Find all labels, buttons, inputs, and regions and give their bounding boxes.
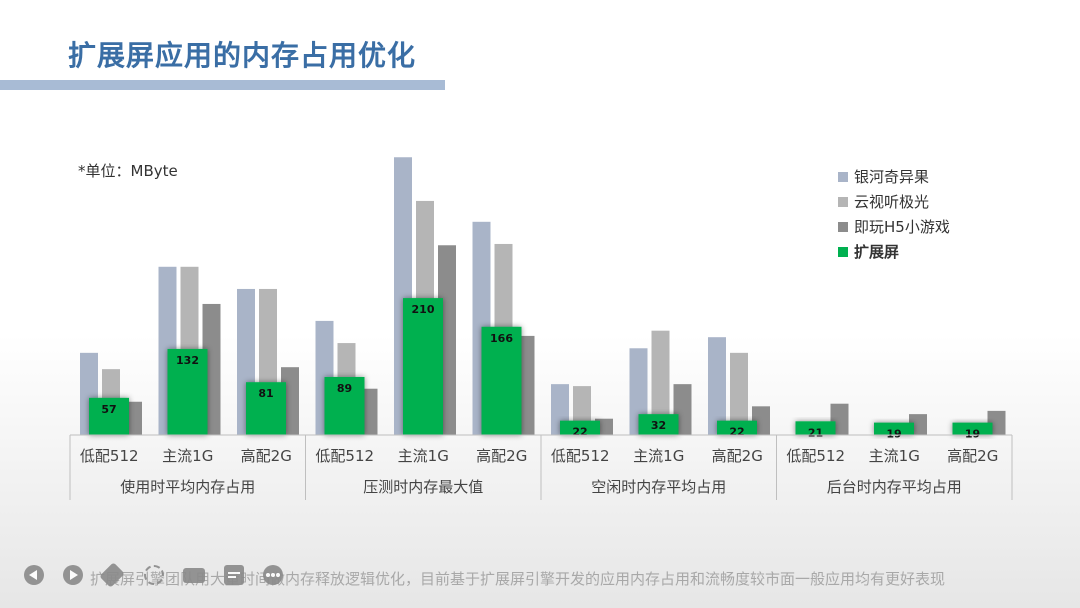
category-label: 低配512 [80,447,139,465]
bar-扩展屏 [324,376,365,435]
prev-icon[interactable] [24,565,44,585]
subtitle-icon[interactable] [224,565,244,585]
category-label: 主流1G [633,447,684,465]
category-label: 低配512 [786,447,845,465]
category-label: 低配512 [315,447,374,465]
category-label: 高配2G [241,447,292,465]
bar-扩展屏 [717,420,757,435]
legend-swatch [838,196,848,207]
legend-swatch [838,246,848,257]
bar-云视听极光 [651,330,670,435]
data-label: 19 [965,428,980,441]
bar-扩展屏 [246,382,286,435]
data-label: 57 [101,403,116,416]
group-label: 使用时平均内存占用 [120,478,255,496]
bar-云视听极光 [730,352,748,435]
data-label: 89 [337,382,352,395]
focus-icon[interactable] [144,565,164,585]
unit-label: *单位：MByte [78,162,178,180]
bar-扩展屏 [481,326,522,435]
data-label: 19 [886,428,901,441]
legend-swatch [838,221,848,232]
data-label: 32 [651,419,666,432]
category-label: 高配2G [712,447,763,465]
legend-item: 即玩H5小游戏 [838,214,950,239]
data-label: 21 [808,426,823,439]
category-label: 主流1G [398,447,449,465]
legend-label: 即玩H5小游戏 [854,218,950,236]
data-label: 22 [572,426,587,439]
data-label: 166 [490,332,513,345]
legend-label: 扩展屏 [854,243,900,261]
bar-扩展屏 [89,397,129,435]
data-label: 81 [258,387,273,400]
bar-扩展屏 [795,421,836,435]
legend-item: 扩展屏 [838,239,950,264]
data-label: 132 [176,354,199,367]
footer-note: 扩展屏引擎团队用大量时间做内存释放逻辑优化，目前基于扩展屏引擎开发的应用内存占用… [90,570,946,588]
category-label: 低配512 [551,447,610,465]
bar-扩展屏 [952,422,993,435]
more-icon[interactable] [263,565,283,585]
category-label: 主流1G [162,447,213,465]
category-label: 主流1G [869,447,920,465]
bar-扩展屏 [638,414,679,435]
legend-item: 云视听极光 [838,189,950,214]
legend-label: 银河奇异果 [854,168,930,186]
data-label: 210 [412,303,435,316]
data-label: 22 [729,426,744,439]
bar-扩展屏 [167,348,208,435]
legend-item: 银河奇异果 [838,164,950,189]
page-title: 扩展屏应用的内存占用优化 [68,39,417,72]
legend-swatch [838,171,848,182]
category-label: 高配2G [476,447,527,465]
group-label: 后台时内存平均占用 [827,478,962,496]
title-underline [0,80,445,90]
bar-银河奇异果 [629,348,648,435]
legend: 银河奇异果 云视听极光 即玩H5小游戏 扩展屏 [838,164,950,264]
group-label: 空闲时内存平均占用 [591,478,726,496]
next-icon[interactable] [63,565,83,585]
bar-扩展屏 [403,298,443,435]
bar-银河奇异果 [708,337,726,435]
category-label: 高配2G [947,447,998,465]
bar-扩展屏 [560,420,600,435]
legend-label: 云视听极光 [854,193,930,211]
group-label: 压测时内存最大值 [363,478,483,496]
camera-icon[interactable] [183,568,205,583]
bar-扩展屏 [874,422,914,435]
